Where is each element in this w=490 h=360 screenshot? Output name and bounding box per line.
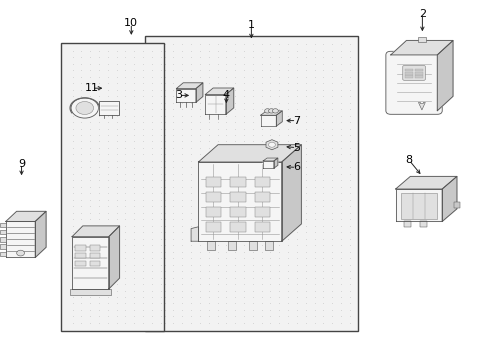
Bar — [75, 261, 86, 266]
Polygon shape — [198, 162, 282, 241]
Polygon shape — [99, 101, 119, 115]
Polygon shape — [263, 161, 274, 168]
Bar — [90, 261, 100, 266]
Text: 9: 9 — [18, 159, 25, 169]
Bar — [0, 223, 6, 227]
Circle shape — [265, 109, 270, 113]
Bar — [230, 207, 246, 217]
Circle shape — [269, 142, 275, 147]
Bar — [206, 207, 221, 217]
Polygon shape — [6, 211, 46, 221]
FancyArrow shape — [418, 102, 425, 110]
Bar — [207, 241, 215, 250]
Bar — [405, 69, 413, 71]
Polygon shape — [261, 115, 276, 126]
Bar — [0, 244, 6, 249]
FancyBboxPatch shape — [403, 66, 425, 80]
FancyBboxPatch shape — [386, 51, 442, 114]
Circle shape — [269, 109, 274, 113]
Bar — [90, 253, 100, 258]
Bar — [230, 222, 246, 232]
Bar — [255, 177, 270, 187]
Text: 1: 1 — [248, 20, 255, 30]
Polygon shape — [198, 145, 301, 162]
Text: 10: 10 — [124, 18, 138, 28]
Bar — [0, 230, 6, 234]
Circle shape — [71, 98, 98, 118]
Polygon shape — [442, 176, 457, 221]
Bar — [266, 241, 273, 250]
Bar — [206, 192, 221, 202]
Polygon shape — [205, 88, 234, 94]
Text: 4: 4 — [223, 90, 230, 100]
Bar — [418, 37, 426, 41]
Circle shape — [17, 250, 24, 256]
Polygon shape — [176, 89, 196, 102]
Polygon shape — [6, 221, 35, 257]
Bar — [415, 75, 423, 78]
Bar — [420, 221, 427, 227]
Bar — [0, 252, 6, 256]
Polygon shape — [276, 111, 282, 126]
Polygon shape — [396, 176, 457, 189]
Circle shape — [272, 109, 278, 113]
Bar — [401, 193, 437, 219]
Polygon shape — [263, 158, 278, 161]
Polygon shape — [176, 83, 203, 89]
Text: 5: 5 — [293, 143, 300, 153]
Bar — [230, 192, 246, 202]
Bar — [75, 253, 86, 258]
Polygon shape — [261, 111, 282, 115]
Bar — [255, 192, 270, 202]
Bar — [75, 245, 86, 251]
Polygon shape — [191, 227, 198, 241]
Bar — [255, 207, 270, 217]
Polygon shape — [274, 158, 278, 168]
Bar — [415, 72, 423, 75]
Bar — [454, 202, 460, 208]
Bar — [405, 75, 413, 78]
Polygon shape — [196, 83, 203, 102]
Circle shape — [76, 102, 94, 114]
Bar — [415, 69, 423, 71]
Bar — [90, 245, 100, 251]
Polygon shape — [391, 40, 453, 55]
Bar — [230, 177, 246, 187]
Bar — [248, 241, 257, 250]
Bar — [206, 222, 221, 232]
Bar — [70, 289, 111, 295]
Bar — [228, 241, 236, 250]
Polygon shape — [35, 211, 46, 257]
Text: 6: 6 — [293, 162, 300, 172]
Polygon shape — [437, 40, 453, 111]
Polygon shape — [109, 226, 120, 289]
Text: 7: 7 — [293, 116, 300, 126]
Polygon shape — [282, 145, 301, 241]
Polygon shape — [205, 94, 226, 114]
Bar — [404, 221, 411, 227]
Text: 11: 11 — [85, 83, 99, 93]
Bar — [145, 36, 358, 331]
Bar — [405, 72, 413, 75]
Polygon shape — [72, 237, 109, 289]
Text: 8: 8 — [406, 155, 413, 165]
Polygon shape — [396, 189, 442, 221]
Bar — [206, 177, 221, 187]
Bar — [255, 222, 270, 232]
Text: 3: 3 — [175, 90, 182, 100]
Bar — [0, 237, 6, 242]
Polygon shape — [72, 226, 120, 237]
Text: 2: 2 — [419, 9, 426, 19]
Bar — [61, 43, 164, 331]
Polygon shape — [226, 88, 234, 114]
